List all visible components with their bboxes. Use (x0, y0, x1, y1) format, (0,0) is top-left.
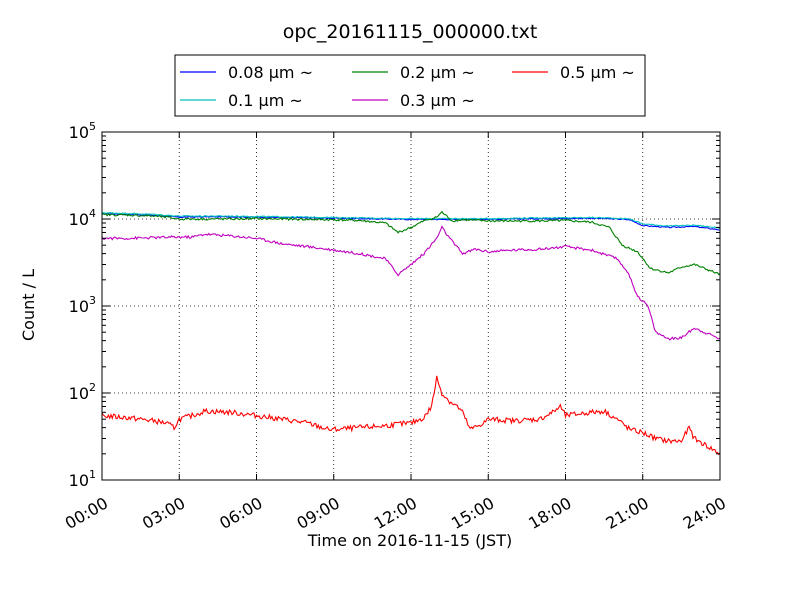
legend-label: 0.2 μm ~ (400, 63, 475, 82)
y-tick-label: 101 (69, 468, 96, 490)
legend-label: 0.08 μm ~ (228, 63, 313, 82)
series-line (101, 375, 721, 456)
x-axis-label: Time on 2016-11-15 (JST) (307, 531, 512, 550)
y-axis-label: Count / L (19, 269, 38, 341)
y-tick-label: 102 (69, 381, 96, 403)
legend: 0.08 μm ~ 0.2 μm ~ 0.5 μm ~ 0.1 μm ~ 0.3 μm … (174, 54, 646, 117)
y-tick-label: 105 (69, 120, 96, 142)
series-line (101, 211, 721, 229)
series-line (101, 225, 721, 341)
y-tick-label: 103 (69, 294, 96, 316)
y-tick-label: 104 (69, 207, 96, 229)
legend-box (174, 54, 646, 117)
series-layer (101, 210, 721, 456)
chart-title: opc_20161115_000000.txt (283, 21, 538, 43)
legend-label: 0.5 μm ~ (560, 63, 635, 82)
legend-label: 0.3 μm ~ (400, 91, 475, 110)
legend-label: 0.1 μm ~ (228, 91, 303, 110)
series-line (101, 210, 721, 276)
